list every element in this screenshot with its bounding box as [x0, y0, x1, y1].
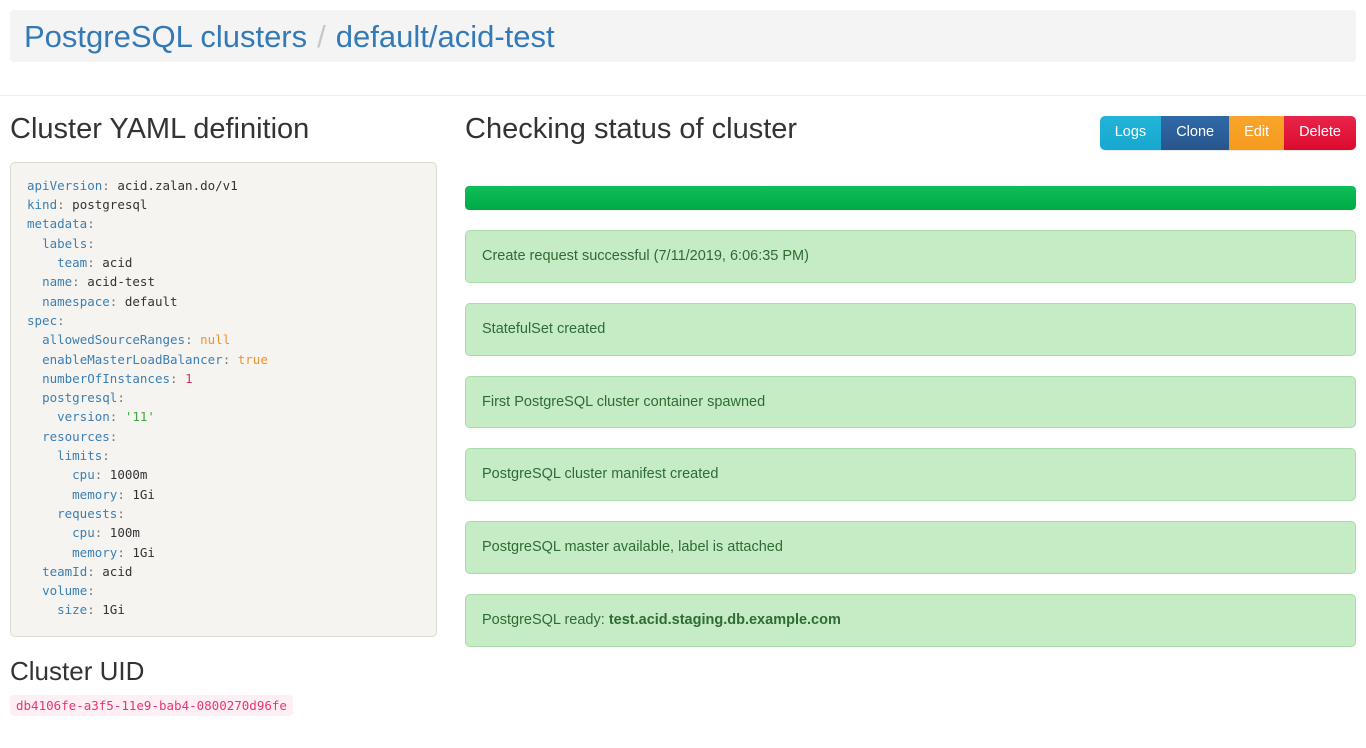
delete-button[interactable]: Delete — [1284, 116, 1356, 151]
yaml-line: resources: — [42, 428, 118, 444]
status-progress-bar — [465, 185, 1356, 210]
yaml-line: numberOfInstances: 1 — [42, 370, 193, 386]
status-heading: Checking status of cluster — [465, 113, 798, 145]
yaml-line: kind: postgresql — [27, 197, 148, 213]
edit-button[interactable]: Edit — [1229, 116, 1285, 151]
yaml-line: volume: — [42, 583, 95, 599]
status-message-text: StatefulSet created — [482, 320, 606, 337]
status-message: PostgreSQL master available, label is at… — [465, 521, 1356, 575]
status-progress-fill — [465, 185, 1356, 210]
cluster-uid-heading: Cluster UID — [10, 655, 145, 686]
header-divider — [0, 95, 1366, 96]
yaml-line: memory: 1Gi — [72, 544, 155, 560]
yaml-line: enableMasterLoadBalancer: true — [42, 351, 268, 367]
status-message: PostgreSQL ready: test.acid.staging.db.e… — [465, 594, 1356, 647]
status-message-text: PostgreSQL cluster manifest created — [482, 466, 719, 483]
status-message: Create request successful (7/11/2019, 6:… — [465, 229, 1356, 283]
status-message-list: Create request successful (7/11/2019, 6:… — [465, 229, 1356, 647]
yaml-heading: Cluster YAML definition — [10, 113, 310, 145]
status-message-text: Create request successful (7/11/2019, 6:… — [482, 247, 809, 264]
yaml-line: labels: — [42, 235, 95, 251]
status-message: StatefulSet created — [465, 302, 1356, 356]
yaml-line: postgresql: — [42, 390, 125, 406]
cluster-uid-value: db4106fe-a3f5-11e9-bab4-0800270d96fe — [10, 695, 293, 717]
yaml-line: cpu: 1000m — [72, 467, 148, 483]
yaml-line: cpu: 100m — [72, 525, 140, 541]
status-message-text: First PostgreSQL cluster container spawn… — [482, 393, 766, 410]
status-message-text: PostgreSQL ready: — [482, 612, 609, 629]
yaml-line: size: 1Gi — [57, 602, 125, 618]
clone-button[interactable]: Clone — [1161, 116, 1230, 151]
status-message: First PostgreSQL cluster container spawn… — [465, 375, 1356, 429]
breadcrumb-current-cluster[interactable]: default/acid-test — [335, 18, 555, 54]
yaml-line: allowedSourceRanges: null — [42, 332, 231, 348]
yaml-line: name: acid-test — [42, 274, 155, 290]
cluster-action-buttons: Logs Clone Edit Delete — [1099, 116, 1356, 151]
breadcrumb: PostgreSQL clusters / default/acid-test — [10, 10, 1356, 62]
cluster-yaml-definition: apiVersion: acid.zalan.do/v1 kind: postgr… — [10, 161, 437, 637]
yaml-column: Cluster YAML definition apiVersion: acid… — [10, 113, 437, 717]
yaml-line: requests: — [57, 505, 125, 521]
yaml-line: spec: — [27, 312, 65, 328]
main-content: Cluster YAML definition apiVersion: acid… — [0, 113, 1366, 717]
yaml-line: limits: — [57, 448, 110, 464]
status-message-hostname: test.acid.staging.db.example.com — [608, 612, 841, 629]
breadcrumb-separator: / — [317, 18, 326, 54]
yaml-line: teamId: acid — [42, 563, 133, 579]
yaml-line: memory: 1Gi — [72, 486, 155, 502]
yaml-line: namespace: default — [42, 293, 178, 309]
yaml-line: metadata: — [27, 216, 95, 232]
yaml-line: apiVersion: acid.zalan.do/v1 — [27, 177, 238, 193]
status-message: PostgreSQL cluster manifest created — [465, 448, 1356, 502]
status-column: Checking status of cluster Logs Clone Edit… — [465, 113, 1356, 647]
breadcrumb-link-postgresql-clusters[interactable]: PostgreSQL clusters — [24, 18, 308, 54]
status-message-text: PostgreSQL master available, label is at… — [482, 539, 783, 556]
yaml-line: version: '11' — [57, 409, 155, 425]
logs-button[interactable]: Logs — [1099, 116, 1162, 151]
yaml-line: team: acid — [57, 255, 133, 271]
